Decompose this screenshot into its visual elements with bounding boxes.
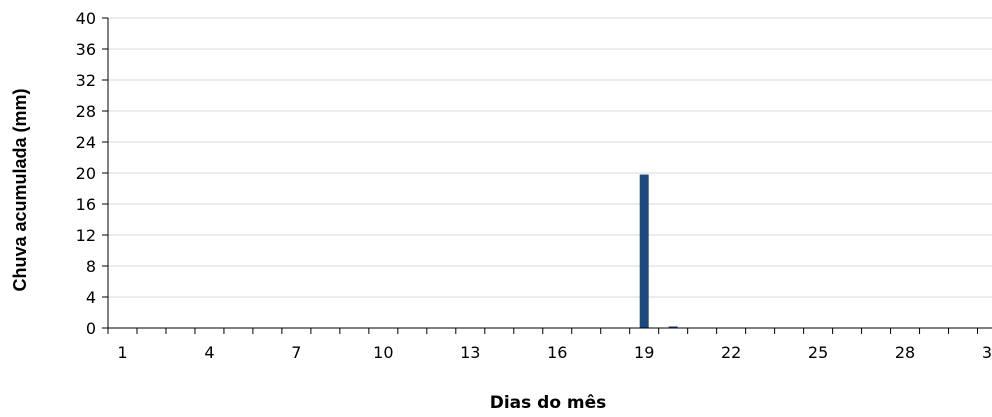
axes (102, 18, 992, 334)
bar-day-19 (640, 175, 649, 328)
y-tick-0: 0 (86, 319, 96, 338)
y-tick-20: 20 (76, 164, 96, 183)
x-tick-1: 1 (117, 343, 127, 362)
x-tick-13: 13 (460, 343, 480, 362)
y-axis-title: Chuva acumulada (mm) (10, 88, 30, 291)
x-tick-22: 22 (721, 343, 741, 362)
x-axis-title: Dias do mês (490, 393, 607, 413)
y-tick-16: 16 (76, 195, 96, 214)
y-gridlines (108, 18, 992, 297)
x-tick-31: 31 (982, 343, 992, 362)
x-tick-16: 16 (547, 343, 567, 362)
bars (640, 175, 678, 328)
y-tick-40: 40 (76, 9, 96, 28)
x-tick-25: 25 (808, 343, 828, 362)
y-tick-32: 32 (76, 71, 96, 90)
x-tick-labels: 1 4 7 10 13 16 19 22 25 28 31 (117, 343, 992, 362)
x-tick-28: 28 (895, 343, 915, 362)
y-tick-12: 12 (76, 226, 96, 245)
y-tick-24: 24 (76, 133, 96, 152)
y-tick-labels: 0 4 8 12 16 20 24 28 32 36 40 (76, 9, 96, 338)
y-tick-36: 36 (76, 40, 96, 59)
x-tick-4: 4 (204, 343, 214, 362)
x-tick-19: 19 (634, 343, 654, 362)
x-tick-7: 7 (291, 343, 301, 362)
x-tick-10: 10 (373, 343, 393, 362)
y-tick-28: 28 (76, 102, 96, 121)
y-tick-4: 4 (86, 288, 96, 307)
y-tick-8: 8 (86, 257, 96, 276)
